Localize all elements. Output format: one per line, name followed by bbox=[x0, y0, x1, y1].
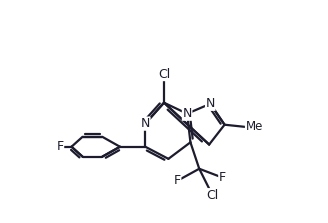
Text: F: F bbox=[174, 174, 181, 187]
Text: F: F bbox=[219, 171, 226, 184]
Text: Me: Me bbox=[245, 120, 263, 133]
Text: N: N bbox=[182, 107, 192, 120]
Text: N: N bbox=[141, 117, 150, 130]
Text: F: F bbox=[56, 140, 64, 153]
Text: Cl: Cl bbox=[158, 68, 170, 81]
Text: N: N bbox=[206, 97, 215, 110]
Text: Cl: Cl bbox=[206, 189, 218, 202]
